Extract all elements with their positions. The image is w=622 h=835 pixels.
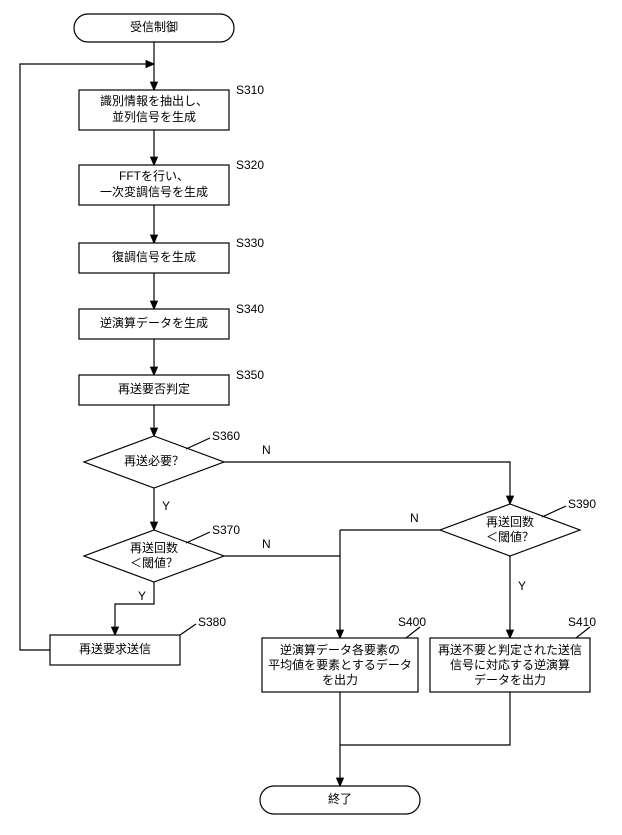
step-leader-s360 [186,438,210,449]
step-label-s330: S330 [236,236,264,250]
step-leader-s380 [180,624,196,635]
process-s310-line1: 識別情報を抽出し、 [100,94,208,108]
edge-s410-down [340,692,510,745]
step-label-s380: S380 [198,615,226,629]
step-label-s320: S320 [236,158,264,172]
step-leader-s370 [186,532,210,543]
terminator-end-label: 終了 [328,791,352,806]
edge-s370-yes-s380 [115,582,154,635]
process-s410-line1: 再送不要と判定された送信 [438,642,582,657]
step-label-s390: S390 [568,497,596,511]
branch-label-s360-no: N [262,443,271,457]
decision-s370-line2: ＜閾値？ [130,555,178,570]
process-s330-label: 復調信号を生成 [112,249,196,264]
step-label-s360: S360 [212,429,240,443]
step-label-s400: S400 [398,615,426,629]
process-s410-line2: 信号に対応する逆演算 [450,657,570,672]
step-label-s310: S310 [236,83,264,97]
decision-s370-line1: 再送回数 [130,540,178,555]
step-label-s350: S350 [236,368,264,382]
flowchart-canvas: Y N Y N N Y 受信制御 識別情報を抽出し、 並列信号を生成 S310 … [0,0,622,835]
branch-label-s390-yes: Y [518,579,526,593]
process-s320-line2: 一次変調信号を生成 [100,184,208,199]
branch-label-s370-no: N [262,537,271,551]
terminator-start-label: 受信制御 [130,19,178,34]
process-s410-line3: データを出力 [474,672,546,687]
process-s400-line1: 逆演算データ各要素の [280,642,400,657]
process-s310-line2: 並列信号を生成 [112,110,196,124]
edge-s360-no-s390 [224,462,510,504]
branch-label-s390-no: N [410,511,419,525]
process-s380-label: 再送要求送信 [79,641,151,656]
decision-s390-line2: ＜閾値？ [486,529,534,544]
branch-label-s360-yes: Y [162,499,170,513]
step-label-s410: S410 [568,615,596,629]
process-s400-line3: を出力 [322,673,358,687]
step-label-s370: S370 [212,523,240,537]
process-s320-line1: FFTを行い、 [119,169,189,183]
step-label-s340: S340 [236,302,264,316]
process-s400-line2: 平均値を要素とするデータ [268,657,412,672]
decision-s360-label: 再送必要？ [124,453,184,468]
step-leader-s390 [542,506,566,517]
process-s350-label: 再送要否判定 [118,381,190,396]
process-s340-label: 逆演算データを生成 [100,315,208,330]
branch-label-s370-yes: Y [138,589,146,603]
decision-s390-line1: 再送回数 [486,514,534,529]
